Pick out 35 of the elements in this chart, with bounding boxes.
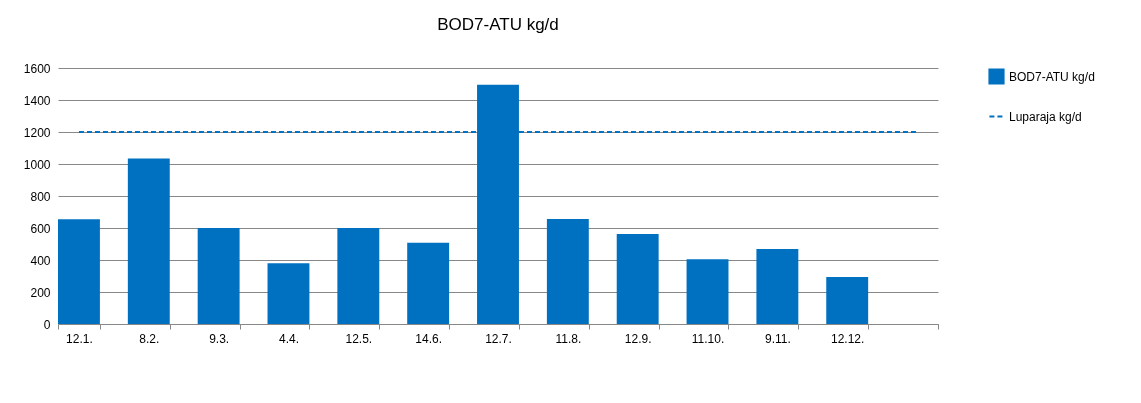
x-tick-label: 12.9. (624, 331, 652, 346)
x-tick-label: 12.1. (66, 331, 93, 346)
x-tick-label: 14.6. (415, 331, 443, 346)
x-tick-label: 11.10. (691, 331, 725, 346)
bar (407, 242, 450, 324)
bar (546, 218, 589, 324)
y-tick-label: 1400 (23, 93, 51, 108)
bar (826, 277, 869, 324)
bar (616, 233, 659, 324)
x-tick-label: 12.12. (831, 331, 865, 346)
y-tick-label: 200 (30, 285, 51, 300)
legend-label: Luparaja kg/d (1009, 109, 1082, 124)
x-tick-label: 12.5. (345, 331, 373, 346)
bar (58, 219, 100, 324)
bar (686, 259, 729, 324)
chart-title: BOD7-ATU kg/d (437, 15, 559, 34)
bar (756, 248, 799, 324)
x-tick-label: 11.8. (555, 331, 582, 346)
bar (127, 158, 170, 324)
y-tick-label: 1600 (23, 61, 51, 76)
x-tick-label: 8.2. (139, 331, 160, 346)
y-tick-label: 1200 (23, 125, 51, 140)
x-tick-label: 12.7. (485, 331, 512, 346)
x-tick-label: 4.4. (278, 331, 299, 346)
y-tick-label: 800 (30, 189, 51, 204)
bar (267, 263, 310, 324)
y-tick-label: 600 (30, 221, 51, 236)
x-tick-label: 9.11. (764, 331, 791, 346)
x-tick-label: 9.3. (209, 331, 230, 346)
y-tick-label: 0 (43, 317, 51, 332)
bar (197, 228, 240, 324)
legend-label: BOD7-ATU kg/d (1009, 69, 1095, 84)
y-tick-label: 1000 (23, 157, 51, 172)
y-tick-label: 400 (30, 253, 51, 268)
bar (337, 228, 380, 324)
